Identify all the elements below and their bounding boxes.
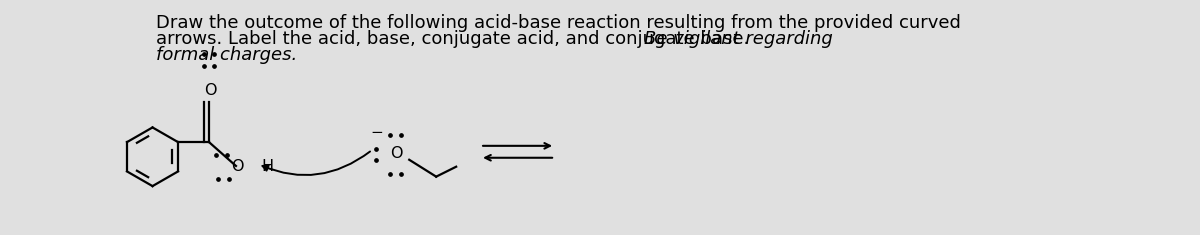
FancyArrowPatch shape <box>263 152 370 175</box>
Text: arrows. Label the acid, base, conjugate acid, and conjugate base.: arrows. Label the acid, base, conjugate … <box>156 30 755 47</box>
Text: Be vigilant regarding: Be vigilant regarding <box>644 30 833 47</box>
Text: O: O <box>390 146 402 161</box>
Text: O: O <box>230 160 244 174</box>
Text: formal charges.: formal charges. <box>156 47 296 64</box>
Text: arrows. Label the acid, base, conjugate acid, and conjugate base. Be vigilant re: arrows. Label the acid, base, conjugate … <box>156 30 943 47</box>
Text: H: H <box>260 160 274 174</box>
Text: Draw the outcome of the following acid-base reaction resulting from the provided: Draw the outcome of the following acid-b… <box>156 14 960 32</box>
Text: O: O <box>204 83 216 98</box>
Text: −: − <box>371 125 384 140</box>
